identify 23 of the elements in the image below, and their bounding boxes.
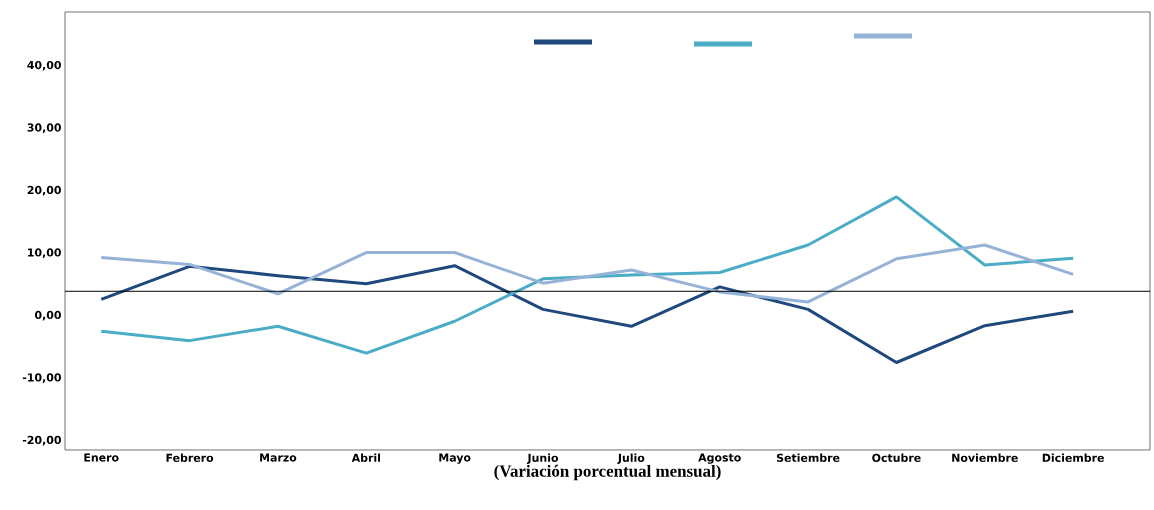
y-tick-label: -20,00: [22, 435, 61, 446]
x-axis-title: (Variación porcentual mensual): [494, 464, 721, 481]
line-series: [99, 243, 1075, 304]
x-tick-label: Diciembre: [1042, 453, 1104, 462]
y-tick-label: -10,00: [22, 373, 61, 383]
x-tick-label: Junio: [526, 453, 559, 465]
line-series: [99, 264, 1075, 365]
y-tick-label: 20,00: [27, 185, 61, 196]
x-tick-label: Octubre: [872, 453, 921, 462]
y-tick-label: 0,00: [34, 310, 61, 321]
y-tick-label: 30,00: [27, 123, 61, 134]
x-tick-label: Mayo: [439, 453, 471, 464]
x-tick-label: Febrero: [166, 453, 214, 462]
x-tick-label: Noviembre: [952, 453, 1018, 462]
x-tick-label: Julio: [617, 453, 645, 465]
x-tick-label: Marzo: [260, 453, 297, 462]
x-tick-label: Agosto: [698, 453, 741, 464]
x-tick-label: Abril: [351, 453, 380, 462]
y-tick-label: 10,00: [28, 248, 61, 259]
y-tick-label: 40,00: [27, 60, 61, 71]
line-series: [99, 195, 1075, 355]
x-tick-label: Enero: [84, 453, 119, 462]
x-tick-label: Setiembre: [776, 453, 840, 462]
